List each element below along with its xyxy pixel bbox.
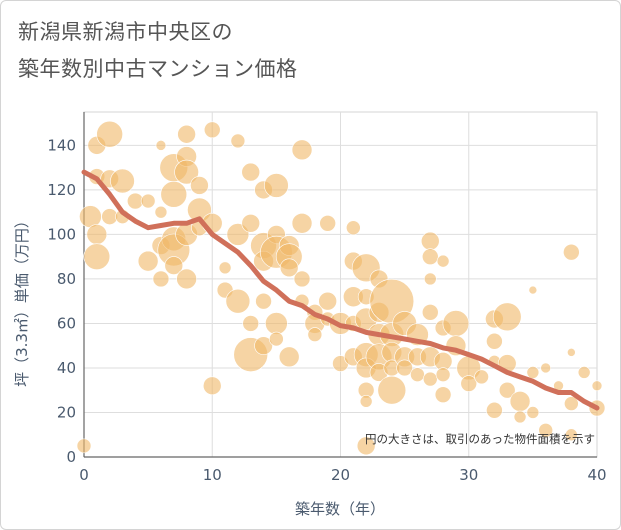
bubble-point <box>346 220 361 236</box>
bubble-point <box>203 121 221 139</box>
bubble-point <box>202 376 222 396</box>
bubble-point <box>526 366 540 379</box>
bubble-point <box>291 212 313 234</box>
trend-layer <box>81 169 600 411</box>
bubble-point <box>255 292 272 310</box>
bubble-point <box>242 315 260 332</box>
x-tick-label: 40 <box>587 466 606 484</box>
bubble-point <box>591 380 603 392</box>
bubble-point <box>564 396 579 411</box>
y-axis-label: 坪（3.3㎡）単価（万円） <box>13 213 31 387</box>
bubble-point <box>436 254 450 268</box>
bubble-point <box>567 348 576 357</box>
bubble-point <box>83 243 111 270</box>
x-tick-label: 20 <box>331 466 350 484</box>
bubble-point <box>513 410 527 424</box>
bubble-point <box>279 258 299 278</box>
y-tick-label: 40 <box>57 359 76 377</box>
bubble-point <box>442 310 470 337</box>
bubble-point <box>396 359 413 377</box>
bubble-point <box>435 367 451 382</box>
tick-labels: 0 20 40 60 80 100 120 140 0 10 20 30 40 <box>47 136 606 484</box>
trend-line <box>81 169 600 411</box>
bubble-point <box>359 395 373 408</box>
bubble-point <box>241 213 261 233</box>
bubble-point <box>160 181 188 208</box>
bubble-point <box>563 243 580 261</box>
y-tick-label: 0 <box>66 448 76 466</box>
bubble-point <box>538 422 554 438</box>
bubble-point <box>492 302 522 332</box>
bubble-point <box>110 168 135 194</box>
bubble-point <box>421 248 439 265</box>
bubble-point <box>265 312 288 335</box>
bubble-point <box>434 386 452 403</box>
bubble-point <box>225 288 251 314</box>
bubble-point <box>269 331 284 347</box>
bubble-point <box>140 193 156 209</box>
bubble-point <box>152 270 170 288</box>
bubble-point <box>422 371 438 387</box>
bubble-point <box>155 140 167 151</box>
bubble-point <box>174 159 199 185</box>
bubble-point <box>278 346 300 368</box>
bubble-point <box>540 362 552 374</box>
y-tick-label: 60 <box>57 314 76 332</box>
bubble-point <box>577 366 591 379</box>
bubble-point <box>486 401 503 419</box>
bubble-point <box>96 120 123 148</box>
bubble-point <box>177 124 196 144</box>
bubble-point <box>164 256 184 275</box>
bubble-point <box>264 173 289 198</box>
bubble-point <box>526 406 540 419</box>
bubble-point <box>76 438 92 454</box>
bubble-point <box>423 272 437 286</box>
chart-title-line1: 新潟県新潟市中央区の <box>18 20 233 44</box>
bubble-point <box>176 268 197 290</box>
bubble-point <box>241 162 261 182</box>
bubble-point <box>420 231 440 251</box>
bubble-point <box>498 381 516 399</box>
bubble-point <box>230 133 246 149</box>
x-tick-label: 0 <box>79 466 89 484</box>
y-tick-label: 80 <box>57 270 76 288</box>
bubble-point <box>86 224 108 245</box>
bubble-point <box>319 214 336 232</box>
bubble-point <box>154 205 168 219</box>
x-axis-label: 築年数（年） <box>295 500 385 518</box>
bubble-point <box>460 375 478 392</box>
y-tick-label: 100 <box>47 225 76 243</box>
bubble-point <box>293 270 311 288</box>
bubble-point <box>218 261 232 275</box>
y-tick-label: 20 <box>57 403 76 421</box>
bubble-point <box>528 285 538 295</box>
y-tick-label: 140 <box>47 136 76 154</box>
bubble-point <box>509 391 531 412</box>
bubble-point <box>291 139 313 161</box>
bubble-point <box>307 327 323 342</box>
y-tick-label: 120 <box>47 181 76 199</box>
bubble-point <box>377 375 407 405</box>
x-tick-label: 30 <box>459 466 478 484</box>
bubble-size-note: 円の大きさは、取引のあった物件面積を示す <box>365 432 595 446</box>
bubble-point <box>565 428 578 442</box>
bubble-point <box>318 291 337 311</box>
bubble-point <box>421 304 439 321</box>
bubble-point <box>190 176 209 195</box>
bubble-point <box>254 336 273 356</box>
bubble-point <box>410 367 425 382</box>
bubble-point <box>474 369 489 385</box>
bubble-point <box>356 436 376 456</box>
chart-title-line2: 築年数別中古マンション価格 <box>18 57 298 81</box>
bubble-layer <box>76 120 606 456</box>
bubble-point <box>137 250 159 272</box>
bubble-point <box>486 332 503 350</box>
x-tick-label: 10 <box>203 466 222 484</box>
